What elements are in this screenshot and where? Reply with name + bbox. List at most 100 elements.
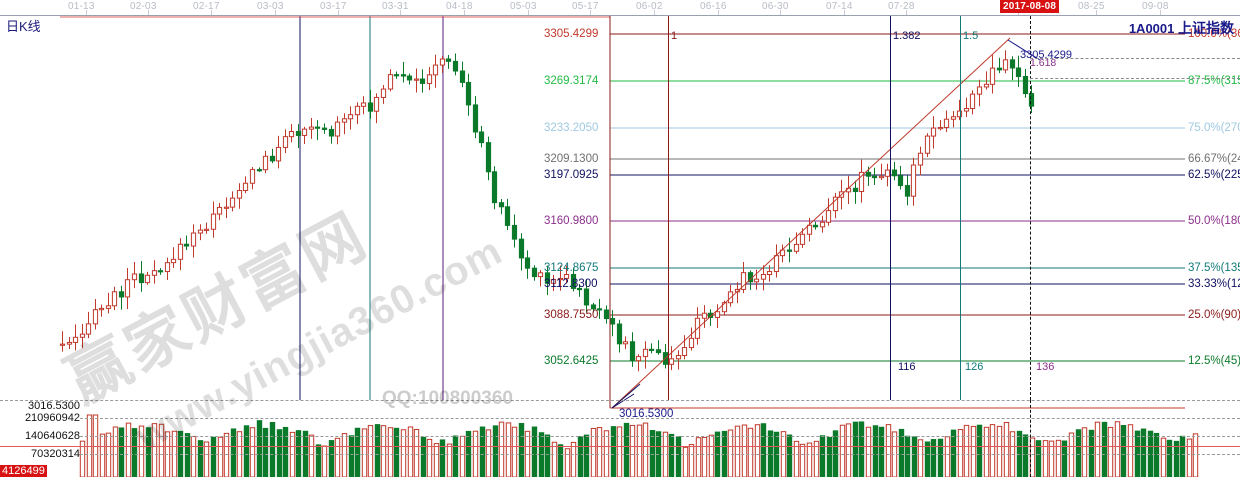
volume-bar-down [911,436,918,477]
fib-1618-annotation: 1.618 [1030,57,1057,69]
volume-bar-down [1061,440,1068,477]
candle-up [819,221,826,228]
volume-bar-down [230,428,237,477]
date-label[interactable]: 08-25 [1078,1,1105,12]
volume-gridline [80,418,1240,419]
volume-bar-up [741,424,748,477]
candle-up [793,243,800,252]
candle-up [216,206,223,215]
kline-type-label: 日K线 [6,19,41,34]
volume-bar-up [125,422,132,477]
date-label[interactable]: 03-03 [257,1,284,12]
axis-rule-left [0,15,60,16]
fib-time-line [668,16,669,400]
candle-down [865,171,872,177]
volume-bar-down [518,422,525,477]
date-label[interactable]: 02-17 [193,1,220,12]
date-label[interactable]: 07-28 [888,1,915,12]
volume-bar-up [1186,438,1193,477]
candle-up [197,229,204,234]
date-label[interactable]: 06-30 [762,1,789,12]
date-label-selected[interactable]: 2017-08-08 [1000,0,1060,13]
candle-up [557,277,564,281]
volume-bar-up [564,448,571,477]
candle-up [878,175,885,179]
volume-bar-down [668,433,675,477]
volume-bar-down [930,439,937,477]
candle-up [98,307,105,311]
volume-bar-up [754,424,761,477]
candle-down [544,272,551,284]
candle-down [504,206,511,226]
volume-bar-up [590,427,597,477]
fib-percent-label: 87.5%(315) [1188,75,1240,87]
candle-down [465,81,472,106]
date-label[interactable]: 03-31 [382,1,409,12]
candle-up [563,273,570,279]
volume-gridline [80,454,1240,455]
volume-axis-label: 70320314 [31,448,80,460]
date-label[interactable]: 05-03 [510,1,537,12]
fib-price-label: 3233.2050 [544,122,599,134]
volume-bar-up [112,426,119,477]
volume-bar-down [577,436,584,477]
candle-up [347,114,354,120]
date-label[interactable]: 07-14 [826,1,853,12]
volume-bar-up [308,434,315,477]
candle-up [432,64,439,76]
candle-down [891,169,898,177]
candle-down [419,78,426,84]
volume-bar-up [642,422,649,477]
candle-up [242,182,249,192]
volume-bar-up [636,424,643,477]
volume-bar-down [1173,440,1180,477]
candle-up [714,311,721,318]
volume-bar-down [924,441,931,477]
date-label[interactable]: 04-18 [446,1,473,12]
candle-down [393,74,400,77]
volume-bar-down [118,427,125,477]
candle-up [917,152,924,166]
ticker-info: 1A0001 上证指数 [1129,18,1234,38]
volume-bar-down [1166,439,1173,477]
volume-bar-up [1081,427,1088,477]
fib-percent-label: 33.33%(120) [1188,278,1240,290]
date-label[interactable]: 03-17 [320,1,347,12]
date-tick [590,10,591,15]
volume-bar-up [1055,439,1062,477]
volume-bar-up [996,425,1003,477]
fib-time-line [960,16,961,400]
date-label[interactable]: 01-13 [68,1,95,12]
candle-down [459,70,466,83]
volume-bar-up [970,425,977,477]
volume-bar-down [760,423,767,477]
volume-bar-up [695,437,702,477]
volume-bar-up [400,429,407,477]
volume-bar-down [269,421,276,477]
fib-percent-label: 100.0%(360) [1188,28,1240,40]
candle-down [269,155,276,162]
candle-down [314,126,321,129]
volume-bar-up [433,443,440,477]
volume-bar-up [413,429,420,477]
candle-down [400,74,407,77]
date-label[interactable]: 05-17 [572,1,599,12]
candle-up [675,355,682,360]
volume-bar-up [727,429,734,477]
candle-up [976,86,983,95]
candle-up [373,96,380,112]
date-label[interactable]: 09-08 [1142,1,1169,12]
ticker-name: 上证指数 [1178,20,1234,36]
candle-up [1002,59,1009,71]
date-label[interactable]: 06-16 [700,1,727,12]
candle-up [360,102,367,107]
candle-up [275,146,282,162]
candle-up [983,83,990,88]
volume-bar-down [1101,421,1108,477]
date-label[interactable]: 06-02 [636,1,663,12]
volume-bar-up [380,425,387,477]
candle-up [963,108,970,112]
date-label[interactable]: 02-03 [130,1,157,12]
date-tick [464,10,465,15]
candle-up [236,190,243,199]
